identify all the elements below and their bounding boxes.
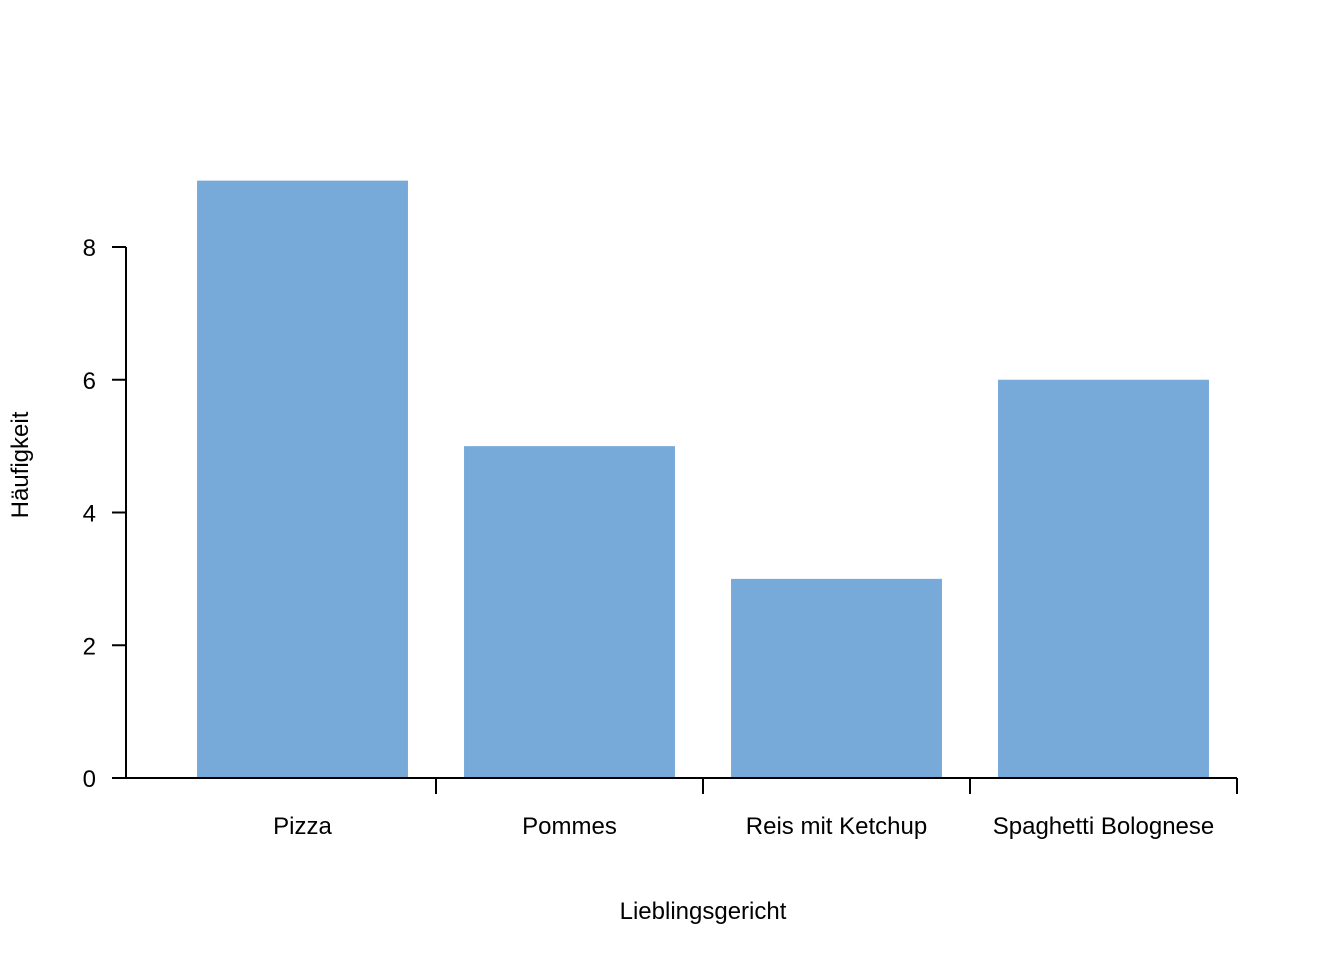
x-tick-label: Pommes [522, 813, 617, 840]
x-tick-label: Reis mit Ketchup [746, 813, 927, 840]
bars-group [197, 180, 1209, 778]
x-axis: Pizza Pommes Reis mit Ketchup Spaghetti Bol… [112, 777, 1238, 840]
y-axis-label: Häufigkeit [7, 411, 34, 518]
y-tick-label: 8 [83, 235, 96, 262]
bar-2 [464, 446, 675, 778]
y-tick-label: 4 [83, 501, 96, 528]
x-tick-label: Pizza [273, 813, 332, 840]
bar-3 [731, 578, 942, 778]
y-axis: 0 2 4 6 8 [83, 235, 127, 793]
x-axis-label: Lieblingsgericht [620, 898, 787, 925]
y-tick-label: 2 [83, 633, 96, 660]
bar-1 [197, 180, 408, 778]
y-tick-label: 6 [83, 368, 96, 395]
y-tick-label: 0 [83, 766, 96, 793]
x-tick-label: Spaghetti Bolognese [993, 813, 1215, 840]
bar-4 [998, 379, 1209, 778]
